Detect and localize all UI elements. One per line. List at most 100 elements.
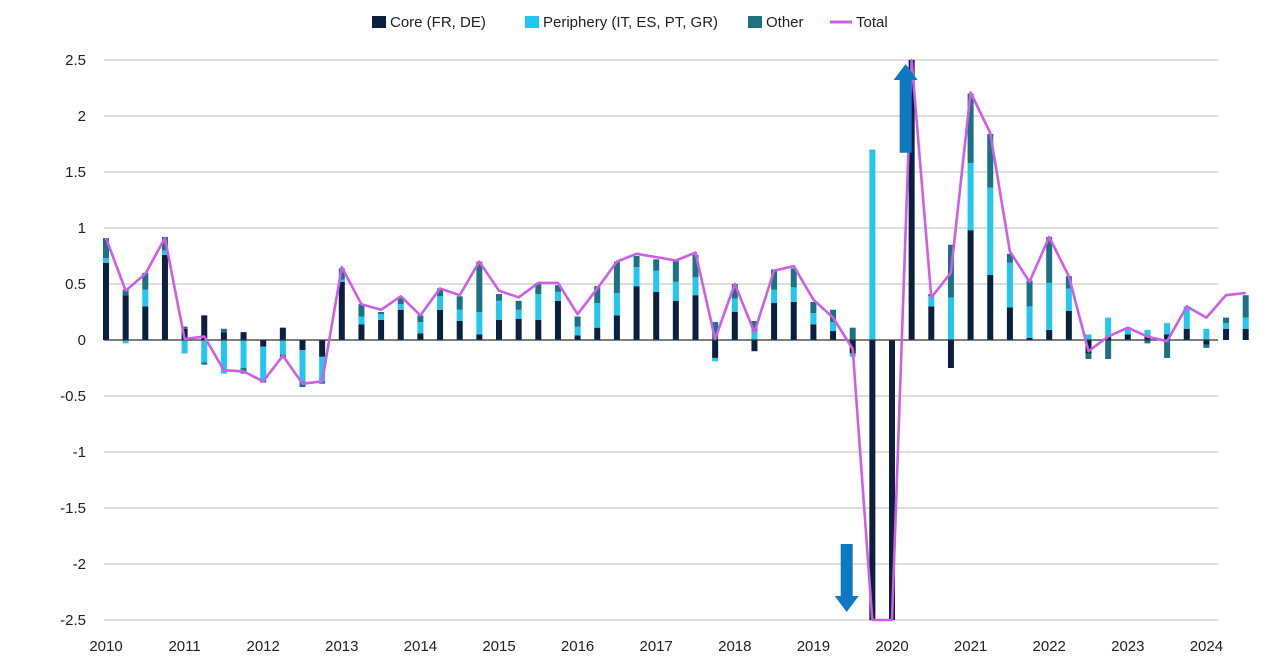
- bar-core: [535, 319, 542, 340]
- bar-periphery: [1065, 288, 1072, 311]
- x-tick-label: 2012: [247, 638, 280, 655]
- bar-core: [1223, 328, 1230, 340]
- y-tick-label: 0.5: [65, 276, 86, 293]
- bar-other: [417, 315, 424, 323]
- bar-periphery: [260, 346, 267, 381]
- bar-other: [476, 261, 483, 312]
- bar-periphery: [338, 279, 345, 282]
- bar-core: [476, 334, 483, 340]
- bar-periphery: [397, 304, 404, 310]
- bar-core: [358, 324, 365, 340]
- bar-other: [201, 362, 208, 365]
- bar-core: [653, 291, 660, 340]
- bar-core: [220, 332, 227, 340]
- bar-core: [103, 262, 109, 340]
- bar-core: [869, 340, 876, 620]
- bar-core: [1124, 334, 1131, 340]
- bar-other: [1223, 317, 1230, 324]
- bar-other: [1242, 295, 1249, 318]
- x-tick-label: 2017: [640, 638, 673, 655]
- x-tick-label: 2014: [404, 638, 437, 655]
- bar-core: [810, 324, 817, 340]
- x-tick-label: 2010: [89, 638, 122, 655]
- bar-periphery: [712, 357, 719, 362]
- bar-periphery: [1242, 317, 1249, 329]
- bar-other: [653, 259, 660, 271]
- bar-core: [1164, 334, 1171, 340]
- bar-other: [437, 288, 444, 297]
- y-tick-label: -1.5: [60, 500, 86, 517]
- y-tick-label: 1: [78, 220, 86, 237]
- bar-core: [594, 327, 601, 340]
- bar-other: [1065, 276, 1072, 289]
- bar-other: [1006, 253, 1013, 263]
- bar-periphery: [810, 313, 817, 325]
- bar-periphery: [830, 322, 837, 332]
- legend-label-core: Core (FR, DE): [390, 14, 486, 31]
- bar-other: [967, 93, 974, 164]
- bar-periphery: [437, 296, 444, 310]
- bar-core: [260, 340, 267, 347]
- bar-other: [515, 300, 522, 310]
- bar-core: [122, 295, 129, 340]
- bar-periphery: [928, 296, 935, 307]
- bar-core: [633, 286, 640, 340]
- y-tick-label: -2: [73, 556, 86, 573]
- legend-swatch-core: [372, 16, 386, 28]
- bar-core: [201, 315, 208, 340]
- bar-other: [1144, 340, 1151, 344]
- bar-core: [967, 230, 974, 340]
- bar-periphery: [142, 289, 149, 307]
- bar-periphery: [181, 340, 188, 354]
- bar-core: [692, 295, 699, 340]
- bar-other: [220, 328, 227, 333]
- x-tick-label: 2023: [1111, 638, 1144, 655]
- bar-periphery: [1105, 317, 1112, 337]
- bar-core: [613, 315, 620, 340]
- bar-periphery: [378, 314, 385, 320]
- bar-periphery: [161, 250, 168, 255]
- bar-core: [987, 275, 994, 340]
- bar-periphery: [751, 331, 758, 340]
- bar-periphery: [319, 356, 326, 382]
- bar-core: [712, 340, 719, 358]
- bar-periphery: [279, 340, 286, 355]
- bar-other: [574, 316, 581, 327]
- annotations: [834, 64, 918, 612]
- bar-periphery: [1144, 329, 1151, 336]
- bar-core: [1183, 328, 1190, 340]
- bar-core: [161, 254, 168, 340]
- bar-other: [1046, 236, 1053, 283]
- bar-core: [142, 306, 149, 340]
- bar-other: [103, 238, 109, 259]
- bar-periphery: [1085, 334, 1092, 340]
- bar-core: [378, 319, 385, 340]
- bar-periphery: [594, 303, 601, 328]
- bar-core: [751, 340, 758, 352]
- bar-other: [378, 312, 385, 315]
- legend-label-total: Total: [856, 14, 888, 31]
- x-tick-label: 2022: [1033, 638, 1066, 655]
- bar-other: [1203, 344, 1210, 348]
- bar-periphery: [240, 340, 247, 368]
- bar-other: [849, 327, 856, 340]
- bar-other: [181, 326, 188, 329]
- bar-other: [358, 304, 365, 317]
- y-tick-label: 2.5: [65, 52, 86, 69]
- bar-core: [731, 312, 738, 340]
- bar-periphery: [554, 291, 561, 301]
- bar-core: [279, 327, 286, 340]
- bar-periphery: [1223, 323, 1230, 329]
- y-tick-label: -2.5: [60, 612, 86, 629]
- bar-other: [594, 286, 601, 304]
- x-tick-label: 2020: [875, 638, 908, 655]
- bar-core: [790, 301, 797, 340]
- bar-periphery: [574, 326, 581, 336]
- bar-core: [1065, 310, 1072, 340]
- bar-core: [319, 340, 326, 357]
- legend-swatch-periphery: [525, 16, 539, 28]
- bar-other: [987, 133, 994, 188]
- bar-core: [1105, 336, 1112, 340]
- bar-core: [515, 318, 522, 340]
- y-tick-label: 1.5: [65, 164, 86, 181]
